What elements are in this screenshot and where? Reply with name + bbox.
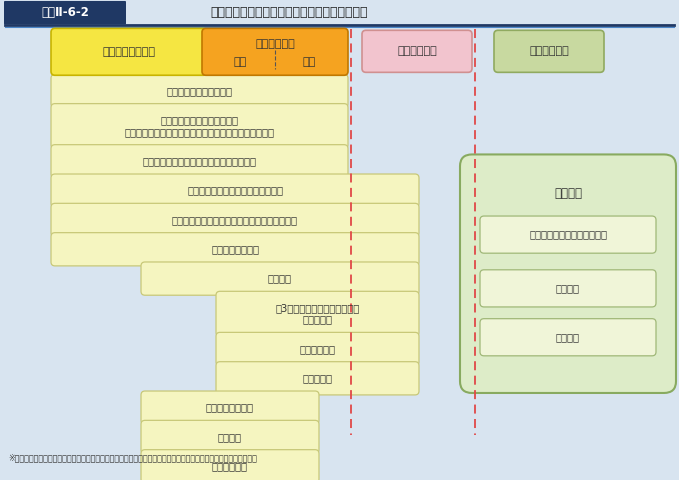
FancyBboxPatch shape	[216, 291, 419, 336]
FancyBboxPatch shape	[51, 144, 348, 178]
FancyBboxPatch shape	[480, 319, 656, 356]
FancyBboxPatch shape	[216, 332, 419, 366]
Text: 重要影響事態: 重要影響事態	[529, 47, 569, 56]
FancyBboxPatch shape	[141, 450, 319, 480]
Text: 国民の保護のための措置: 国民の保護のための措置	[166, 86, 232, 96]
Text: 後方支援（重要影響事態法）: 後方支援（重要影響事態法）	[529, 229, 607, 240]
Text: 発生: 発生	[303, 57, 316, 67]
FancyBboxPatch shape	[51, 74, 348, 108]
FancyBboxPatch shape	[460, 155, 676, 393]
Text: ※各種事態（武力攻撃予測事態・武力攻撃事態・存立危機事態）に応じて消防法等の法律の適用除外や特例がある。: ※各種事態（武力攻撃予測事態・武力攻撃事態・存立危機事態）に応じて消防法等の法律…	[8, 453, 257, 462]
FancyBboxPatch shape	[480, 270, 656, 307]
Text: 武力攻撃事態: 武力攻撃事態	[255, 39, 295, 49]
Text: 船舶検査: 船舶検査	[556, 332, 580, 342]
FancyBboxPatch shape	[51, 174, 419, 207]
FancyBboxPatch shape	[202, 28, 348, 75]
FancyBboxPatch shape	[141, 262, 419, 295]
FancyBboxPatch shape	[494, 30, 604, 72]
FancyBboxPatch shape	[4, 1, 126, 24]
FancyBboxPatch shape	[51, 233, 419, 266]
Text: 予備自衛官及び即応予備自衛官の防衛招集命令: 予備自衛官及び即応予備自衛官の防衛招集命令	[172, 215, 298, 225]
FancyBboxPatch shape	[141, 391, 319, 424]
Text: 展開予定地域の土地使用・防御施設の構築: 展開予定地域の土地使用・防御施設の構築	[143, 156, 257, 166]
Text: 図表Ⅱ-6-2: 図表Ⅱ-6-2	[41, 6, 89, 19]
Text: （3要件に該当する場合のみ）
武力の行使: （3要件に該当する場合のみ） 武力の行使	[276, 303, 360, 324]
Text: 緊急通行: 緊急通行	[218, 432, 242, 442]
Text: 切迫: 切迫	[234, 57, 247, 67]
Text: 防衛出動待機命令: 防衛出動待機命令	[211, 244, 259, 254]
FancyBboxPatch shape	[362, 30, 472, 72]
Text: 防衛出動: 防衛出動	[268, 274, 292, 284]
Text: 捕虜取扱い: 捕虜取扱い	[303, 373, 333, 384]
FancyBboxPatch shape	[51, 28, 207, 75]
FancyBboxPatch shape	[216, 362, 419, 395]
FancyBboxPatch shape	[51, 204, 419, 237]
Text: 海上保安庁の統制: 海上保安庁の統制	[206, 403, 254, 413]
Text: 物資の収用等: 物資の収用等	[212, 461, 248, 471]
FancyBboxPatch shape	[51, 104, 348, 149]
Text: 後方支援（米軍等行動関連措置法）: 後方支援（米軍等行動関連措置法）	[187, 186, 283, 196]
Text: 捜索救助: 捜索救助	[556, 283, 580, 293]
FancyBboxPatch shape	[141, 420, 319, 454]
Text: 対応措置: 対応措置	[554, 187, 582, 200]
Text: 海上輸送規制: 海上輸送規制	[299, 344, 335, 354]
Text: 主な事態において自衛隊が実施できる主な措置: 主な事態において自衛隊が実施できる主な措置	[210, 6, 367, 19]
Text: 存立危機事態: 存立危機事態	[397, 47, 437, 56]
FancyBboxPatch shape	[480, 216, 656, 253]
Text: 特定公共施設利用法に基づく
港湾、飛行場、道路、海域、空域、電波の優先利用調整: 特定公共施設利用法に基づく 港湾、飛行場、道路、海域、空域、電波の優先利用調整	[124, 115, 274, 137]
Text: 武力攻撃予測事態: 武力攻撃予測事態	[103, 47, 155, 57]
